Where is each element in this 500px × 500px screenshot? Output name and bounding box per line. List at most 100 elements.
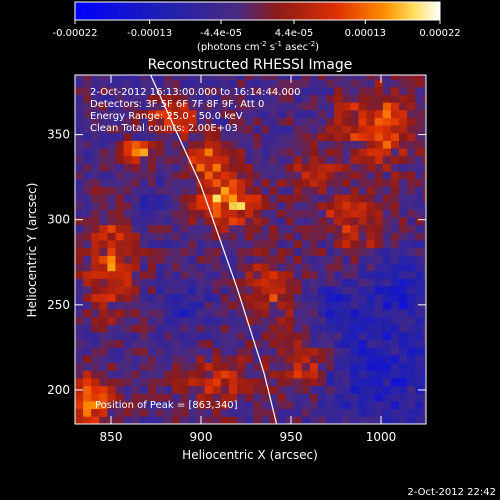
heatmap-cell bbox=[172, 309, 181, 318]
heatmap-cell bbox=[301, 324, 311, 333]
heatmap-cell bbox=[75, 332, 84, 341]
heatmap-cell bbox=[131, 240, 141, 249]
heatmap-cell bbox=[75, 79, 84, 88]
heatmap-cell bbox=[83, 163, 92, 172]
heatmap-cell bbox=[399, 86, 408, 95]
heatmap-cell bbox=[390, 224, 400, 233]
heatmap-cell bbox=[220, 240, 230, 249]
heatmap-cell bbox=[196, 255, 205, 264]
heatmap-cell bbox=[188, 332, 197, 341]
heatmap-cell bbox=[423, 347, 426, 356]
heatmap-cell bbox=[326, 401, 335, 410]
heatmap-cell bbox=[196, 378, 205, 387]
heatmap-cell bbox=[334, 301, 343, 310]
heatmap-cell bbox=[390, 201, 400, 210]
heatmap-cell bbox=[326, 316, 335, 325]
heatmap-cell bbox=[91, 155, 100, 164]
heatmap-cell bbox=[285, 378, 295, 387]
heatmap-cell bbox=[131, 263, 141, 272]
heatmap-cell bbox=[83, 201, 92, 210]
heatmap-cell bbox=[245, 240, 254, 249]
heatmap-cell bbox=[180, 347, 189, 356]
heatmap-cell bbox=[83, 178, 92, 187]
heatmap-cell bbox=[285, 224, 295, 233]
heatmap-cell bbox=[390, 186, 400, 195]
heatmap-cell bbox=[237, 132, 246, 141]
heatmap-cell bbox=[164, 102, 173, 111]
heatmap-cell bbox=[107, 316, 116, 325]
heatmap-cell bbox=[83, 186, 92, 195]
heatmap-cell bbox=[301, 75, 311, 80]
heatmap-cell bbox=[301, 309, 311, 318]
heatmap-cell bbox=[366, 301, 376, 310]
heatmap-cell bbox=[123, 79, 133, 88]
colorbar bbox=[74, 1, 441, 21]
heatmap-cell bbox=[326, 263, 335, 272]
heatmap-cell bbox=[204, 75, 214, 80]
heatmap-cell bbox=[399, 217, 408, 226]
heatmap-cell bbox=[293, 86, 303, 95]
heatmap-cell bbox=[196, 102, 205, 111]
heatmap-cell bbox=[334, 209, 343, 218]
heatmap-cell bbox=[245, 217, 254, 226]
heatmap-cell bbox=[75, 370, 84, 379]
x-tick-label: 850 bbox=[100, 430, 123, 444]
heatmap-cell bbox=[196, 171, 205, 180]
heatmap-cell bbox=[334, 370, 343, 379]
heatmap-cell bbox=[334, 178, 343, 187]
heatmap-cell bbox=[390, 355, 400, 364]
heatmap-cell bbox=[318, 194, 327, 203]
heatmap-cell bbox=[83, 339, 92, 348]
heatmap-cell bbox=[407, 385, 416, 394]
heatmap-cell bbox=[237, 94, 246, 103]
heatmap-cell bbox=[180, 393, 189, 402]
colorbar-tick-label: -4.4e-05 bbox=[200, 28, 242, 39]
heatmap-cell bbox=[91, 255, 100, 264]
heatmap-cell bbox=[407, 370, 416, 379]
heatmap-cell bbox=[212, 355, 222, 364]
heatmap-cell bbox=[415, 393, 424, 402]
heatmap-cell bbox=[83, 240, 92, 249]
heatmap-cell bbox=[269, 263, 278, 272]
heatmap-cell bbox=[99, 79, 108, 88]
heatmap-cell bbox=[374, 385, 384, 394]
heatmap-cell bbox=[261, 408, 270, 417]
heatmap-cell bbox=[350, 224, 359, 233]
heatmap-cell bbox=[204, 324, 214, 333]
heatmap-cell bbox=[228, 362, 238, 371]
heatmap-cell bbox=[261, 224, 270, 233]
heatmap-cell bbox=[269, 194, 278, 203]
heatmap-cell bbox=[342, 378, 351, 387]
heatmap-cell bbox=[350, 301, 359, 310]
heatmap-cell bbox=[358, 140, 367, 149]
heatmap-cell bbox=[220, 140, 230, 149]
heatmap-cell bbox=[326, 301, 335, 310]
heatmap-cell bbox=[139, 286, 149, 295]
heatmap-cell bbox=[309, 332, 319, 341]
heatmap-cell bbox=[326, 408, 335, 417]
heatmap-cell bbox=[220, 316, 230, 325]
heatmap-cell bbox=[277, 270, 286, 279]
heatmap-cell bbox=[350, 293, 359, 302]
heatmap-cell bbox=[212, 109, 222, 118]
heatmap-cell bbox=[293, 224, 303, 233]
heatmap-cell bbox=[350, 385, 359, 394]
heatmap-cell bbox=[342, 132, 351, 141]
heatmap-cell bbox=[374, 247, 384, 256]
heatmap-cell bbox=[382, 171, 392, 180]
heatmap-cell bbox=[196, 393, 205, 402]
heatmap-cell bbox=[123, 339, 133, 348]
heatmap-cell bbox=[245, 186, 254, 195]
heatmap-cell bbox=[269, 109, 278, 118]
heatmap-cell bbox=[261, 140, 270, 149]
x-axis-ticks: 850 900 950 1000 bbox=[100, 75, 396, 444]
heatmap-cell bbox=[334, 408, 343, 417]
heatmap-cell bbox=[196, 401, 205, 410]
heatmap-cell bbox=[91, 194, 100, 203]
heatmap-cell bbox=[180, 186, 189, 195]
heatmap-cell bbox=[253, 140, 262, 149]
heatmap-cell bbox=[326, 270, 335, 279]
heatmap-cell bbox=[390, 75, 400, 80]
heatmap-cell bbox=[277, 240, 286, 249]
heatmap-cell bbox=[245, 339, 254, 348]
